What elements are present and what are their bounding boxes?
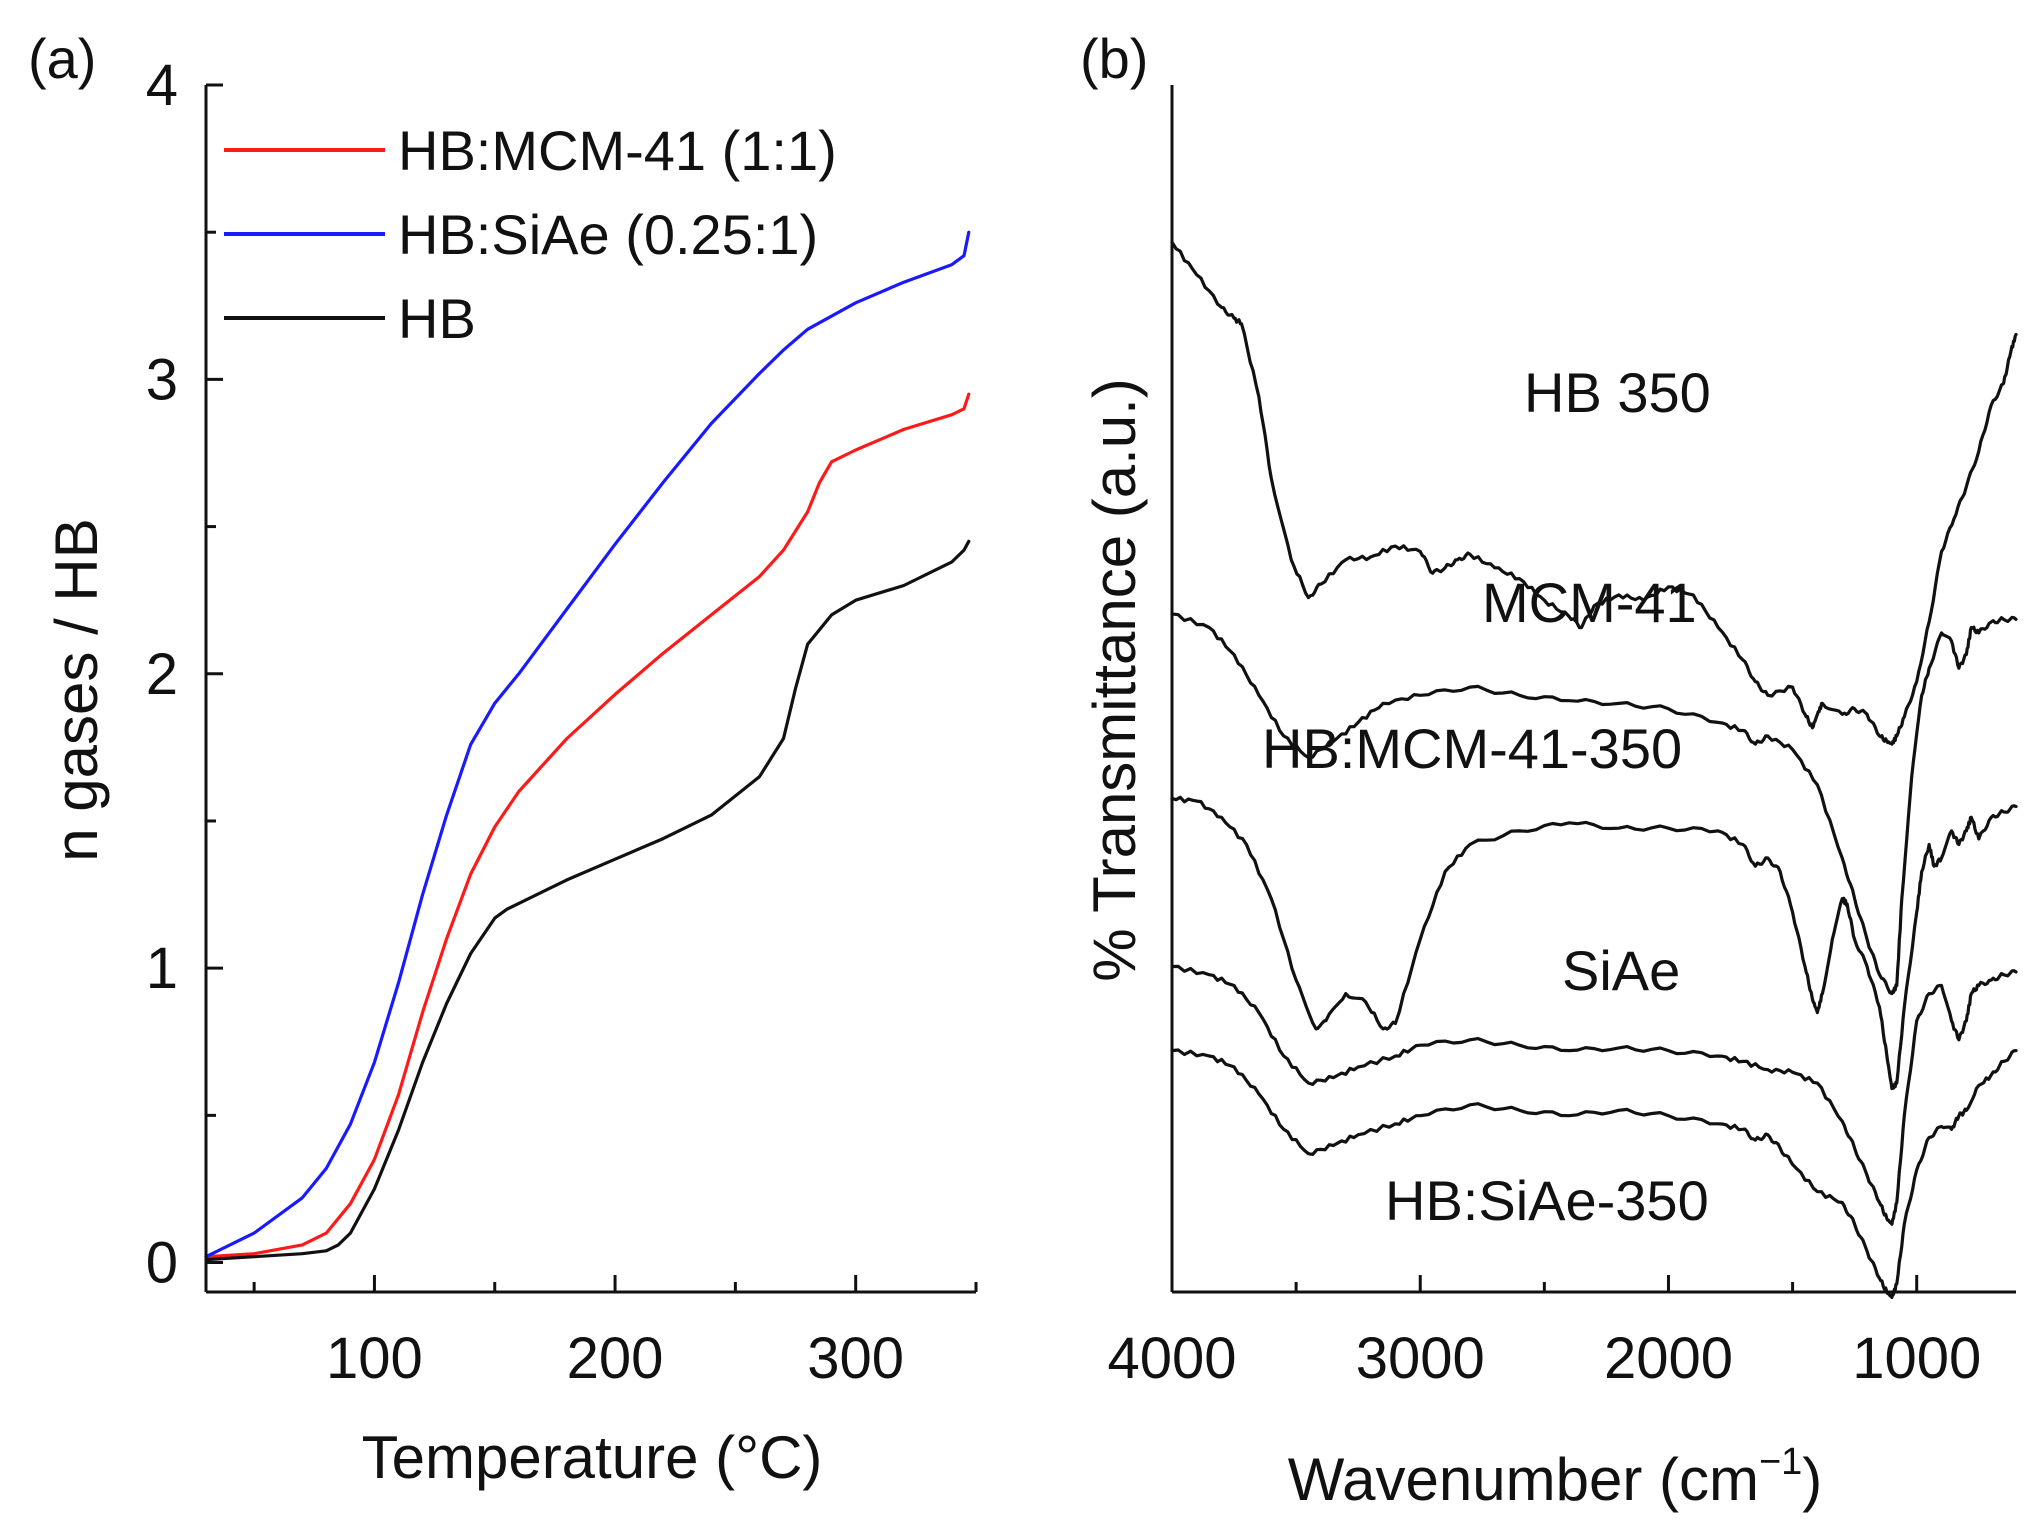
a-x-tick-label: 200 — [567, 1326, 664, 1391]
panel-a-x-axis-title: Temperature (°C) — [362, 1424, 823, 1491]
series-line-hb — [204, 539, 971, 1262]
spectrum-line-mcm-41 — [1170, 612, 2018, 996]
panel-b-series-group — [1170, 240, 2018, 1299]
panel-b-x-axis-title-suffix: ) — [1802, 1446, 1822, 1513]
a-y-tick-label: 0 — [146, 1231, 178, 1296]
b-x-tick-label: 3000 — [1356, 1326, 1485, 1391]
panel-b-ftir-chart: (b) 4000 3000 2000 1000 Wavenumber (cm−1) %… — [1080, 27, 2018, 1513]
trace-label-siae: SiAe — [1562, 939, 1680, 1002]
panel-a-y-ticks: 0 1 2 3 4 — [146, 53, 223, 1296]
panel-b-x-axis-title-main: Wavenumber (cm — [1288, 1446, 1759, 1513]
panel-b-x-axis-title-superscript: −1 — [1759, 1441, 1802, 1483]
panel-a-y-axis-title: n gases / HB — [43, 518, 110, 862]
series-line-hb-siae-0-25-1 — [204, 230, 971, 1259]
panel-a-label: (a) — [28, 27, 96, 90]
spectrum-line-hb-mcm-41-350 — [1170, 795, 2018, 1091]
legend-label-hb-mcm41: HB:MCM-41 (1:1) — [398, 119, 837, 182]
panel-b-x-axis-title: Wavenumber (cm−1) — [1288, 1441, 1823, 1513]
b-x-tick-label: 2000 — [1604, 1326, 1733, 1391]
legend-label-hb-siae: HB:SiAe (0.25:1) — [398, 203, 818, 266]
legend-label-hb: HB — [398, 287, 476, 350]
panel-b-label: (b) — [1080, 27, 1148, 90]
b-x-tick-label: 4000 — [1107, 1326, 1236, 1391]
a-x-tick-label: 300 — [807, 1326, 904, 1391]
panel-a-series-group — [204, 230, 971, 1262]
spectrum-line-siae — [1170, 964, 2018, 1226]
trace-label-hb-siae-350: HB:SiAe-350 — [1385, 1169, 1709, 1232]
panel-a-legend: HB:MCM-41 (1:1) HB:SiAe (0.25:1) HB — [224, 119, 837, 350]
a-y-tick-label: 3 — [146, 347, 178, 412]
trace-label-hb-350: HB 350 — [1524, 361, 1711, 424]
a-y-tick-label: 4 — [146, 53, 178, 118]
trace-label-hb-mcm41-350: HB:MCM-41-350 — [1262, 717, 1682, 780]
spectrum-line-hb-350 — [1170, 240, 2018, 746]
panel-a-thermal-chart: (a) 100 200 300 0 1 2 3 4 Temperature (°C) n g… — [28, 27, 978, 1491]
a-x-tick-label: 100 — [326, 1326, 423, 1391]
a-y-tick-label: 2 — [146, 642, 178, 707]
panel-b-x-ticks: 4000 3000 2000 1000 — [1107, 1275, 1981, 1391]
b-x-tick-label: 1000 — [1852, 1326, 1981, 1391]
a-y-tick-label: 1 — [146, 936, 178, 1001]
trace-label-mcm41: MCM-41 — [1482, 571, 1697, 634]
panel-b-y-axis-title: % Transmittance (a.u.) — [1081, 378, 1148, 982]
spectrum-line-hb-siae-350 — [1170, 1048, 2018, 1299]
series-line-hb-mcm-41-1-1 — [204, 392, 971, 1259]
panel-a-x-ticks: 100 200 300 — [252, 1275, 978, 1391]
